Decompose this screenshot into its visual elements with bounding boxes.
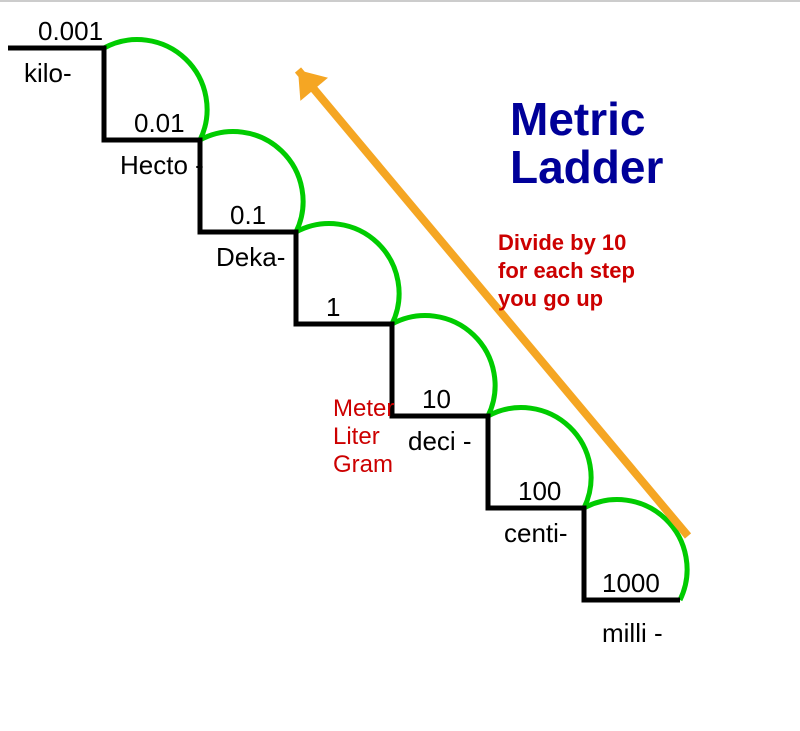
title-line1: Metric bbox=[510, 92, 645, 146]
instruction-line3: you go up bbox=[498, 286, 603, 312]
title-line2: Ladder bbox=[510, 140, 663, 194]
instruction-line1: Divide by 10 bbox=[498, 230, 626, 256]
step-prefix-label: Hecto - bbox=[120, 150, 204, 181]
step-prefix-label: kilo- bbox=[24, 58, 72, 89]
step-prefix-label: Deka- bbox=[216, 242, 285, 273]
step-value: 1 bbox=[326, 292, 340, 323]
base-unit-liter: Liter bbox=[333, 423, 380, 451]
step-prefix-label: deci - bbox=[408, 426, 472, 457]
base-unit-meter: Meter bbox=[333, 395, 394, 423]
step-prefix-label: centi- bbox=[504, 518, 568, 549]
base-unit-gram: Gram bbox=[333, 451, 393, 479]
step-value: 0.001 bbox=[38, 16, 103, 47]
step-value: 0.01 bbox=[134, 108, 185, 139]
step-value: 100 bbox=[518, 476, 561, 507]
step-prefix-label: milli - bbox=[602, 618, 663, 649]
step-value: 0.1 bbox=[230, 200, 266, 231]
step-value: 1000 bbox=[602, 568, 660, 599]
step-value: 10 bbox=[422, 384, 451, 415]
instruction-line2: for each step bbox=[498, 258, 635, 284]
